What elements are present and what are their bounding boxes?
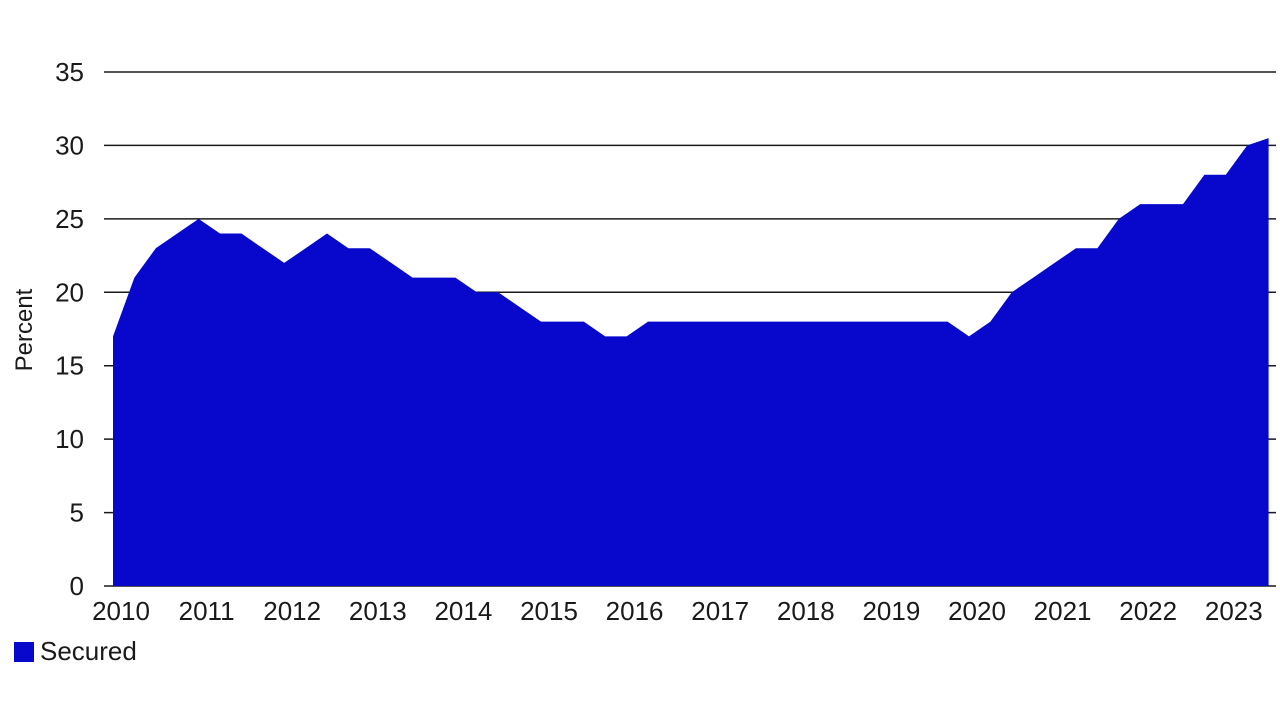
x-tick-label: 2020 xyxy=(948,596,1006,626)
y-tick-label: 25 xyxy=(55,204,84,234)
x-tick-label: 2014 xyxy=(434,596,492,626)
x-tick-label: 2013 xyxy=(349,596,407,626)
plot-area xyxy=(113,138,1269,587)
y-tick-label: 15 xyxy=(55,351,84,381)
series-area-secured xyxy=(113,138,1269,587)
y-tick-label: 0 xyxy=(70,571,84,601)
y-tick-label: 10 xyxy=(55,424,84,454)
y-tick-label: 20 xyxy=(55,277,84,307)
y-tick-label: 5 xyxy=(70,498,84,528)
x-tick-label: 2011 xyxy=(179,596,235,626)
x-tick-label: 2018 xyxy=(777,596,835,626)
x-axis-ticks: 2010 2011 2012 2013 2014 2015 2016 2017 2018 2019… xyxy=(92,596,1263,626)
x-tick-label: 2010 xyxy=(92,596,150,626)
x-tick-label: 2015 xyxy=(520,596,578,626)
x-tick-label: 2017 xyxy=(691,596,749,626)
y-tick-label: 35 xyxy=(55,57,84,87)
legend: Secured xyxy=(14,636,137,667)
x-tick-label: 2022 xyxy=(1119,596,1177,626)
x-tick-label: 2023 xyxy=(1205,596,1263,626)
y-axis-title: Percent xyxy=(11,288,38,371)
x-tick-label: 2016 xyxy=(606,596,664,626)
legend-swatch-secured xyxy=(14,641,34,662)
x-tick-label: 2012 xyxy=(263,596,321,626)
legend-label-secured: Secured xyxy=(40,636,137,666)
x-tick-label: 2021 xyxy=(1034,596,1092,626)
x-tick-label: 2019 xyxy=(862,596,920,626)
y-axis-ticks: 0 5 10 15 20 25 30 35 xyxy=(55,57,84,601)
y-tick-label: 30 xyxy=(55,130,84,160)
